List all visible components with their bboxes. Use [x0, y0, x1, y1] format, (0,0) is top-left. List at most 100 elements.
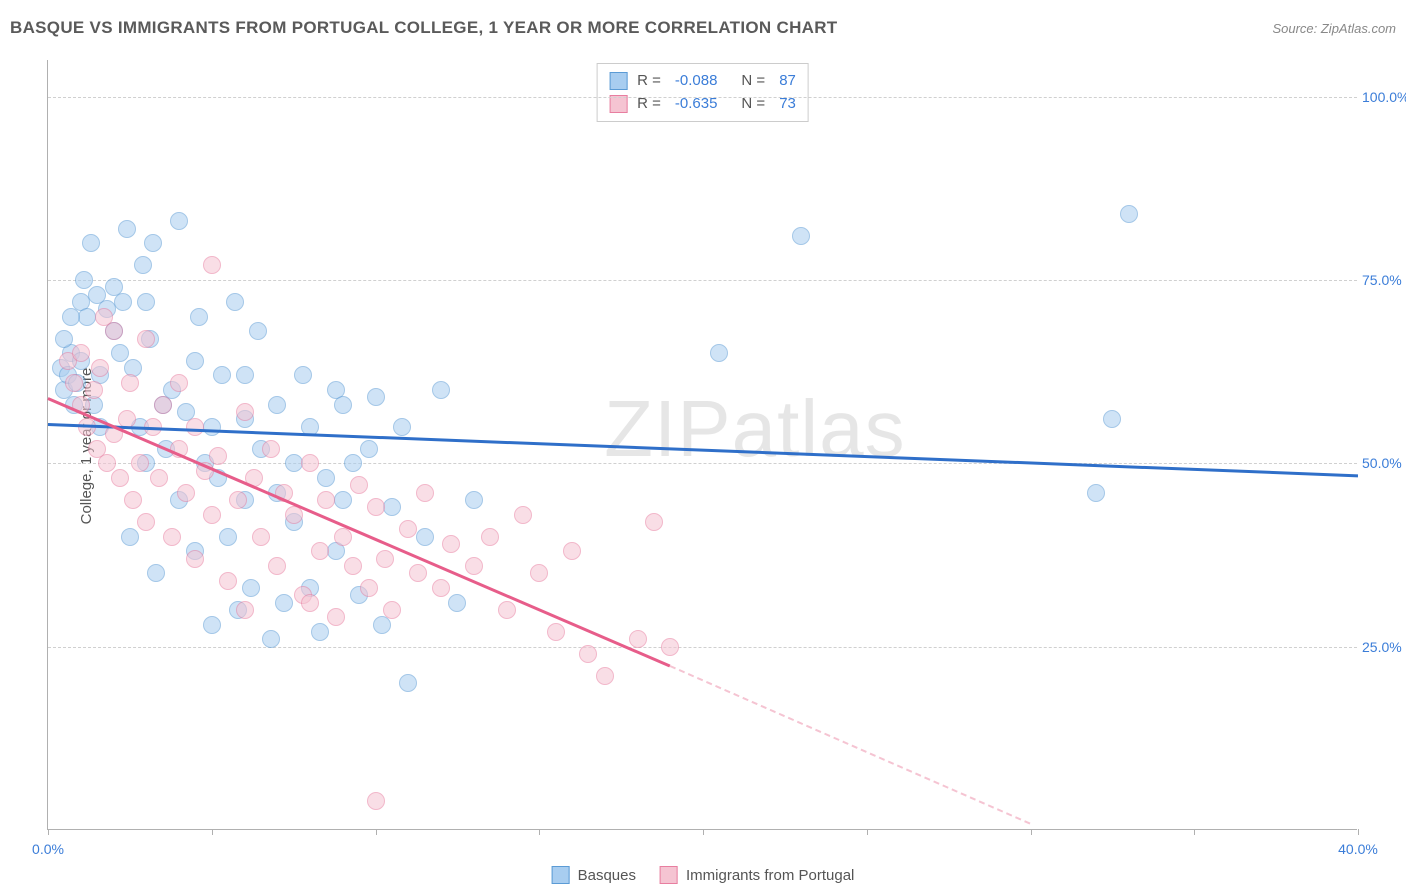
- scatter-point: [317, 469, 335, 487]
- scatter-point: [327, 608, 345, 626]
- watermark-thin: atlas: [732, 384, 906, 473]
- scatter-point: [301, 454, 319, 472]
- xtick: [1194, 829, 1195, 835]
- scatter-point: [367, 388, 385, 406]
- xtick: [212, 829, 213, 835]
- scatter-point: [393, 418, 411, 436]
- scatter-point: [163, 528, 181, 546]
- scatter-point: [563, 542, 581, 560]
- scatter-point: [203, 256, 221, 274]
- scatter-point: [399, 674, 417, 692]
- scatter-point: [78, 308, 96, 326]
- scatter-point: [383, 498, 401, 516]
- xtick: [1358, 829, 1359, 835]
- scatter-point: [432, 579, 450, 597]
- scatter-point: [275, 594, 293, 612]
- scatter-point: [344, 557, 362, 575]
- scatter-point: [170, 374, 188, 392]
- stats-legend: R = -0.088 N = 87 R = -0.635 N = 73: [596, 63, 809, 122]
- scatter-point: [530, 564, 548, 582]
- scatter-point: [409, 564, 427, 582]
- scatter-point: [442, 535, 460, 553]
- scatter-point: [249, 322, 267, 340]
- scatter-point: [792, 227, 810, 245]
- scatter-point: [186, 352, 204, 370]
- scatter-point: [85, 381, 103, 399]
- scatter-point: [334, 491, 352, 509]
- scatter-point: [82, 234, 100, 252]
- xtick: [539, 829, 540, 835]
- scatter-point: [213, 366, 231, 384]
- scatter-point: [144, 234, 162, 252]
- scatter-point: [203, 506, 221, 524]
- scatter-point: [301, 594, 319, 612]
- watermark-bold: ZIP: [604, 384, 731, 473]
- scatter-point: [236, 601, 254, 619]
- stats-row-basques: R = -0.088 N = 87: [609, 70, 796, 93]
- scatter-point: [236, 403, 254, 421]
- scatter-point: [55, 330, 73, 348]
- scatter-point: [383, 601, 401, 619]
- scatter-point: [95, 308, 113, 326]
- scatter-point: [105, 322, 123, 340]
- scatter-point: [1120, 205, 1138, 223]
- scatter-point: [432, 381, 450, 399]
- scatter-point: [448, 594, 466, 612]
- xtick: [376, 829, 377, 835]
- scatter-point: [1103, 410, 1121, 428]
- scatter-point: [137, 330, 155, 348]
- ytick-label: 50.0%: [1362, 455, 1406, 471]
- scatter-point: [111, 344, 129, 362]
- gridline: [48, 97, 1357, 98]
- scatter-point: [219, 528, 237, 546]
- stat-r-label: R =: [637, 70, 661, 93]
- scatter-point: [186, 418, 204, 436]
- regression-line: [48, 397, 671, 667]
- scatter-point: [229, 491, 247, 509]
- gridline: [48, 280, 1357, 281]
- scatter-point: [150, 469, 168, 487]
- scatter-point: [465, 557, 483, 575]
- scatter-point: [416, 484, 434, 502]
- xtick: [48, 829, 49, 835]
- scatter-point: [710, 344, 728, 362]
- scatter-point: [367, 792, 385, 810]
- chart-title: BASQUE VS IMMIGRANTS FROM PORTUGAL COLLE…: [10, 18, 838, 38]
- watermark: ZIPatlas: [604, 383, 905, 475]
- scatter-point: [334, 396, 352, 414]
- legend-item-basques: Basques: [552, 866, 636, 884]
- scatter-point: [72, 344, 90, 362]
- scatter-point: [481, 528, 499, 546]
- xtick: [867, 829, 868, 835]
- scatter-point: [91, 359, 109, 377]
- scatter-point: [376, 550, 394, 568]
- scatter-point: [177, 484, 195, 502]
- ytick-label: 100.0%: [1362, 89, 1406, 105]
- legend-item-portugal: Immigrants from Portugal: [660, 866, 854, 884]
- scatter-point: [252, 528, 270, 546]
- series-legend: Basques Immigrants from Portugal: [552, 866, 855, 884]
- scatter-point: [285, 454, 303, 472]
- scatter-point: [262, 630, 280, 648]
- scatter-point: [124, 491, 142, 509]
- regression-line: [670, 665, 1031, 824]
- scatter-point: [121, 528, 139, 546]
- scatter-point: [360, 579, 378, 597]
- xtick-label: 40.0%: [1338, 841, 1378, 857]
- scatter-point: [465, 491, 483, 509]
- scatter-point: [203, 418, 221, 436]
- scatter-point: [344, 454, 362, 472]
- scatter-point: [416, 528, 434, 546]
- legend-label-portugal: Immigrants from Portugal: [686, 867, 854, 884]
- scatter-point: [661, 638, 679, 656]
- chart-source: Source: ZipAtlas.com: [1272, 21, 1396, 36]
- scatter-point: [75, 271, 93, 289]
- legend-label-basques: Basques: [578, 867, 636, 884]
- stat-n-label: N =: [741, 70, 765, 93]
- scatter-point: [236, 366, 254, 384]
- scatter-point: [111, 469, 129, 487]
- stat-r-basques: -0.088: [675, 70, 718, 93]
- scatter-point: [65, 374, 83, 392]
- scatter-point: [514, 506, 532, 524]
- scatter-point: [311, 623, 329, 641]
